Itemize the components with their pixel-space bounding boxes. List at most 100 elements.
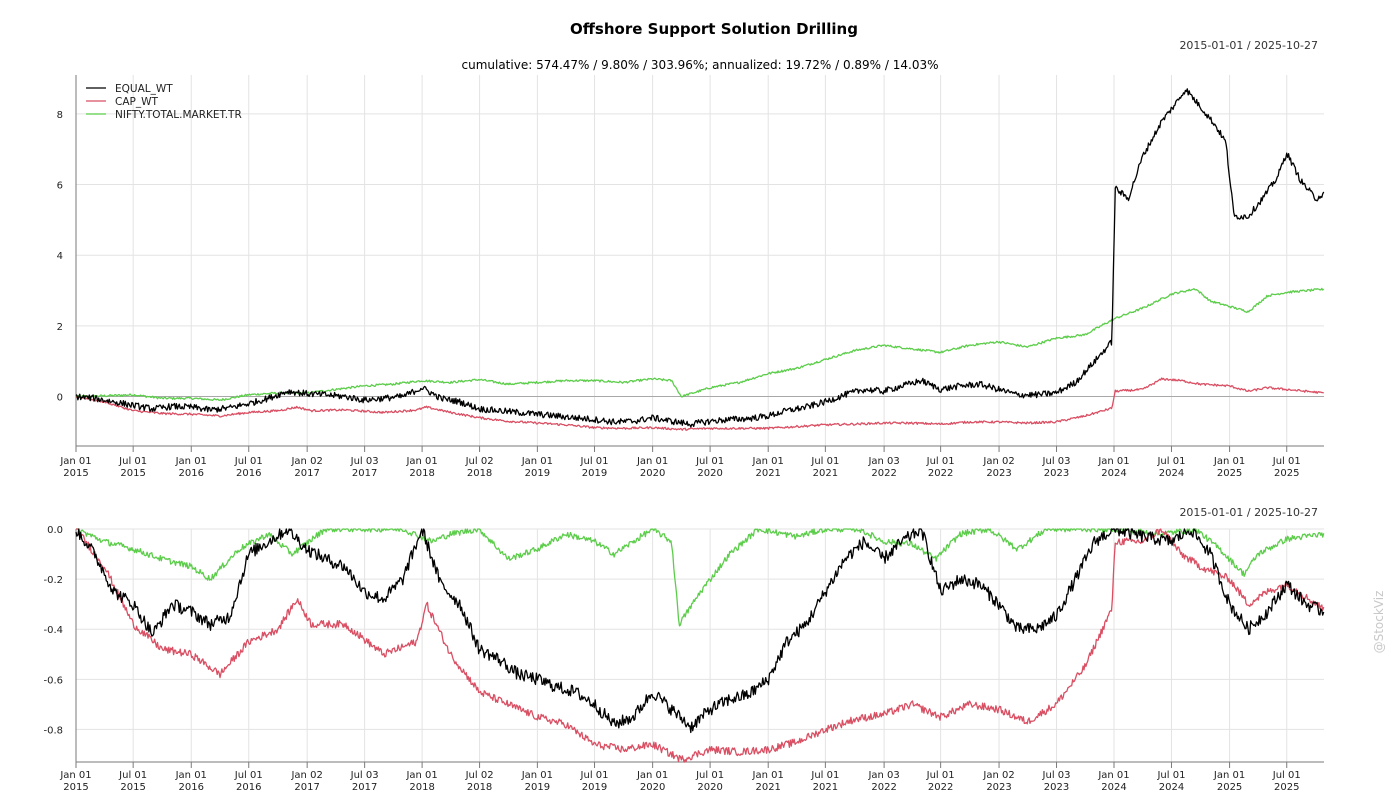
x-tick-year-label: 2021	[813, 782, 838, 793]
legend-label: CAP_WT	[115, 96, 158, 108]
x-tick-year-label: 2019	[525, 782, 550, 793]
x-tick-year-label: 2022	[928, 782, 953, 793]
x-tick-year-label: 2024	[1101, 782, 1126, 793]
x-tick-label: Jul 01	[1156, 770, 1185, 781]
y-tick-label: 2	[57, 322, 63, 333]
x-tick-label: Jul 01	[118, 456, 147, 467]
x-tick-year-label: 2025	[1217, 782, 1242, 793]
x-tick-year-label: 2019	[582, 468, 607, 479]
x-tick-label: Jan 01	[175, 770, 207, 781]
chart-subtitle: cumulative: 574.47% / 9.80% / 303.96%; a…	[462, 58, 939, 72]
x-tick-year-label: 2021	[813, 468, 838, 479]
y-tick-label: 6	[57, 181, 63, 192]
x-tick-label: Jul 01	[234, 456, 263, 467]
x-tick-label: Jan 01	[636, 770, 668, 781]
x-tick-year-label: 2020	[640, 782, 665, 793]
series-line-cap-wt	[75, 377, 1325, 431]
y-tick-label: 8	[57, 110, 63, 121]
x-tick-year-label: 2023	[986, 782, 1011, 793]
x-tick-label: Jul 03	[1042, 770, 1071, 781]
chart-title: Offshore Support Solution Drilling	[570, 20, 858, 38]
y-tick-label: 0.0	[47, 525, 63, 536]
y-tick-label: -0.6	[43, 675, 63, 686]
x-tick-year-label: 2025	[1274, 468, 1299, 479]
x-tick-year-label: 2020	[697, 468, 722, 479]
legend-label: NIFTY.TOTAL.MARKET.TR	[115, 109, 242, 121]
x-tick-year-label: 2020	[640, 468, 665, 479]
x-tick-year-label: 2022	[928, 468, 953, 479]
x-tick-label: Jul 01	[580, 770, 609, 781]
x-tick-year-label: 2024	[1101, 468, 1126, 479]
x-tick-year-label: 2021	[755, 468, 780, 479]
x-tick-label: Jul 01	[695, 770, 724, 781]
x-tick-label: Jul 01	[926, 456, 955, 467]
bottom-date-range: 2015-01-01 / 2025-10-27	[1179, 506, 1318, 519]
y-tick-label: 0	[57, 393, 63, 404]
x-tick-year-label: 2020	[697, 782, 722, 793]
series-line-nifty-total-market-tr	[75, 287, 1325, 402]
watermark: @StockViz	[1372, 591, 1386, 654]
x-tick-year-label: 2019	[525, 468, 550, 479]
x-tick-label: Jan 01	[752, 456, 784, 467]
x-tick-year-label: 2017	[294, 782, 319, 793]
x-tick-label: Jul 03	[350, 456, 379, 467]
x-tick-label: Jul 01	[1156, 456, 1185, 467]
x-tick-year-label: 2015	[120, 468, 145, 479]
x-tick-label: Jul 03	[350, 770, 379, 781]
x-tick-year-label: 2015	[120, 782, 145, 793]
x-tick-label: Jan 01	[1097, 770, 1129, 781]
x-tick-label: Jul 01	[118, 770, 147, 781]
x-tick-label: Jul 01	[1272, 770, 1301, 781]
x-tick-label: Jan 01	[521, 456, 553, 467]
series-line-equal-wt	[75, 88, 1325, 428]
x-tick-label: Jul 02	[465, 456, 494, 467]
x-tick-label: Jan 01	[752, 770, 784, 781]
x-tick-year-label: 2017	[294, 468, 319, 479]
x-tick-label: Jul 01	[926, 770, 955, 781]
series-line-cap-wt	[76, 528, 1325, 763]
x-tick-label: Jul 01	[695, 456, 724, 467]
top-date-range: 2015-01-01 / 2025-10-27	[1179, 39, 1318, 52]
x-tick-year-label: 2025	[1217, 468, 1242, 479]
series-line-equal-wt	[75, 528, 1325, 734]
x-tick-year-label: 2015	[63, 782, 88, 793]
x-tick-year-label: 2023	[1044, 468, 1069, 479]
x-tick-label: Jan 01	[405, 770, 437, 781]
x-tick-label: Jul 03	[1042, 456, 1071, 467]
x-tick-label: Jul 01	[580, 456, 609, 467]
x-tick-label: Jan 02	[290, 456, 322, 467]
x-tick-label: Jul 01	[1272, 456, 1301, 467]
x-tick-year-label: 2016	[179, 782, 204, 793]
y-tick-label: -0.8	[43, 725, 63, 736]
x-tick-year-label: 2015	[63, 468, 88, 479]
x-tick-year-label: 2018	[467, 782, 492, 793]
x-tick-label: Jan 01	[1097, 456, 1129, 467]
x-tick-year-label: 2016	[236, 782, 261, 793]
x-tick-year-label: 2025	[1274, 782, 1299, 793]
x-tick-year-label: 2017	[352, 468, 377, 479]
x-tick-year-label: 2023	[986, 468, 1011, 479]
x-tick-label: Jan 01	[59, 770, 91, 781]
x-tick-label: Jan 02	[290, 770, 322, 781]
x-tick-year-label: 2016	[179, 468, 204, 479]
x-tick-year-label: 2022	[871, 468, 896, 479]
x-tick-year-label: 2018	[409, 468, 434, 479]
x-tick-label: Jul 01	[810, 770, 839, 781]
x-tick-year-label: 2017	[352, 782, 377, 793]
x-tick-label: Jan 03	[867, 456, 899, 467]
x-tick-year-label: 2018	[409, 782, 434, 793]
x-tick-label: Jul 01	[810, 456, 839, 467]
x-tick-year-label: 2023	[1044, 782, 1069, 793]
x-tick-label: Jan 01	[59, 456, 91, 467]
x-tick-label: Jul 01	[234, 770, 263, 781]
x-tick-label: Jan 01	[405, 456, 437, 467]
y-tick-label: -0.4	[43, 625, 63, 636]
x-tick-year-label: 2024	[1159, 468, 1184, 479]
x-tick-label: Jan 01	[175, 456, 207, 467]
x-tick-label: Jan 02	[982, 456, 1014, 467]
x-tick-label: Jan 02	[982, 770, 1014, 781]
y-tick-label: 4	[57, 251, 63, 262]
x-tick-year-label: 2024	[1159, 782, 1184, 793]
